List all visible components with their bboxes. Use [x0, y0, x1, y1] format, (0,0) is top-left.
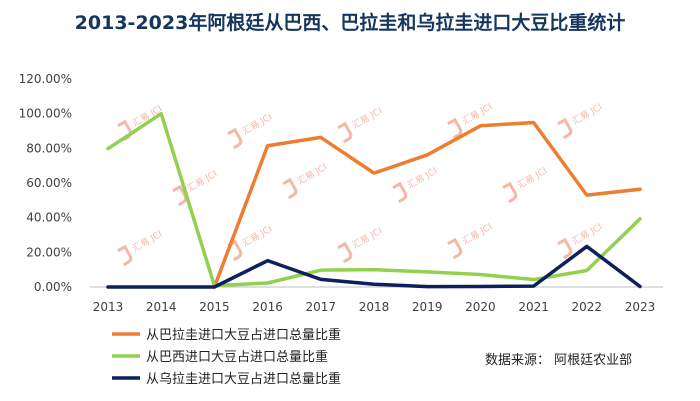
watermark-text: 汇易 JCI	[131, 228, 165, 254]
watermark-text: 汇易 JCI	[571, 101, 605, 127]
watermark-mark: 汇易 JCI	[447, 221, 495, 260]
watermark-mark: 汇易 JCI	[282, 161, 330, 200]
watermark-text: 汇易 JCI	[406, 165, 440, 191]
watermark-mark: 汇易 JCI	[557, 101, 605, 140]
series-line-3	[106, 244, 642, 289]
watermark-text: 汇易 JCI	[351, 225, 385, 251]
watermark-text: 汇易 JCI	[351, 105, 385, 131]
series-line-2	[106, 111, 642, 288]
y-tick-label: 80.00%	[26, 141, 72, 155]
x-tick-label: 2017	[306, 300, 337, 314]
watermark-mark: 汇易 JCI	[227, 111, 275, 150]
watermark-logo	[557, 237, 573, 260]
watermark-mark: 汇易 JCI	[117, 228, 165, 267]
x-tick-label: 2014	[146, 300, 177, 314]
watermark-logo	[337, 241, 353, 264]
watermark-logo	[282, 177, 298, 200]
watermark-logo	[447, 117, 463, 140]
chart-title: 2013-2023年阿根廷从巴西、巴拉圭和乌拉圭进口大豆比重统计	[74, 12, 626, 34]
watermark-mark: 汇易 JCI	[227, 223, 275, 262]
watermark-logo	[557, 117, 573, 140]
watermark-logo	[227, 127, 243, 150]
watermark-text: 汇易 JCI	[516, 165, 550, 191]
watermark-text: 汇易 JCI	[461, 101, 495, 127]
watermark-mark: 汇易 JCI	[392, 165, 440, 204]
watermark-text: 汇易 JCI	[296, 161, 330, 187]
watermark-mark: 汇易 JCI	[337, 105, 385, 144]
x-tick-label: 2023	[625, 300, 656, 314]
x-tick-label: 2016	[252, 300, 283, 314]
watermark-mark: 汇易 JCI	[337, 225, 385, 264]
source-note: 数据来源： 阿根廷农业部	[485, 353, 632, 368]
x-tick-label: 2021	[518, 300, 549, 314]
watermark-text: 汇易 JCI	[186, 168, 220, 194]
watermark-logo	[337, 121, 353, 144]
legend-label: 从乌拉圭进口大豆占进口总量比重	[146, 371, 341, 387]
x-tick-label: 2018	[359, 300, 390, 314]
watermark-logo	[392, 181, 408, 204]
x-tick-label: 2020	[465, 300, 496, 314]
x-tick-labels: 2013 2014 2015 2016 2017 2018 2019 2020 2021 2022…	[93, 300, 656, 314]
watermarks: 汇易 JCI 汇易 JCI 汇易 JCI 汇易 JCI 汇易 JCI 汇易 JCI 汇易 J…	[117, 101, 605, 267]
legend: 从巴拉圭进口大豆占进口总量比重从巴西进口大豆占进口总量比重从乌拉圭进口大豆占进口…	[112, 327, 341, 387]
y-tick-label: 0.00%	[34, 280, 72, 294]
watermark-text: 汇易 JCI	[241, 223, 275, 249]
watermark-mark: 汇易 JCI	[502, 165, 550, 204]
y-tick-labels: 0.00% 20.00% 40.00% 60.00% 80.00% 100.00% 120.…	[19, 72, 72, 294]
watermark-logo	[447, 237, 463, 260]
watermark-text: 汇易 JCI	[241, 111, 275, 137]
x-tick-label: 2013	[93, 300, 124, 314]
watermark-logo	[227, 239, 243, 262]
x-tick-label: 2015	[199, 300, 230, 314]
watermark-logo	[502, 181, 518, 204]
legend-label: 从巴拉圭进口大豆占进口总量比重	[146, 327, 341, 343]
legend-label: 从巴西进口大豆占进口总量比重	[146, 349, 328, 365]
y-tick-label: 20.00%	[26, 245, 72, 259]
watermark-logo	[117, 244, 133, 267]
watermark-mark: 汇易 JCI	[117, 103, 164, 142]
watermark-text: 汇易 JCI	[461, 221, 495, 247]
series-lines	[106, 111, 642, 289]
watermark-text: 汇易 JCI	[571, 221, 605, 247]
x-tick-label: 2022	[572, 300, 603, 314]
y-tick-label: 40.00%	[26, 211, 72, 225]
y-tick-label: 120.00%	[19, 72, 72, 86]
series-line-1	[212, 120, 642, 289]
y-tick-label: 60.00%	[26, 176, 72, 190]
x-tick-label: 2019	[412, 300, 443, 314]
y-tick-label: 100.00%	[19, 107, 72, 121]
